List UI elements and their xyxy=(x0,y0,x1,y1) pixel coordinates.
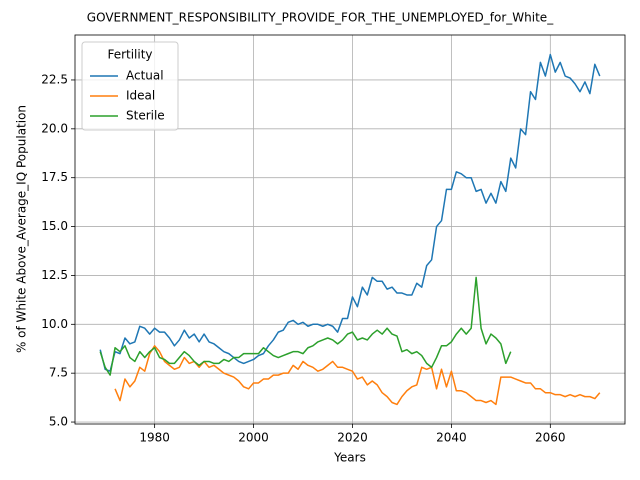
legend-label: Ideal xyxy=(126,89,155,103)
plot-frame xyxy=(74,34,626,425)
x-tick-label: 2040 xyxy=(436,431,467,445)
legend-title: Fertility xyxy=(107,48,152,62)
y-tick-label: 10.0 xyxy=(41,317,68,331)
y-tick-label: 22.5 xyxy=(41,72,68,86)
x-tick-label: 2060 xyxy=(535,431,566,445)
y-tick-label: 5.0 xyxy=(49,415,68,429)
legend-label: Actual xyxy=(126,69,164,83)
x-axis-label: Years xyxy=(333,451,366,465)
x-tick-label: 2020 xyxy=(337,431,368,445)
y-tick-label: 12.5 xyxy=(41,268,68,282)
y-tick-label: 7.5 xyxy=(49,366,68,380)
x-tick-label: 1980 xyxy=(139,431,170,445)
legend-box xyxy=(81,41,179,131)
y-axis-label: % of White Above_Average_IQ Population xyxy=(15,105,29,353)
y-tick-label: 17.5 xyxy=(41,170,68,184)
y-tick-label: 20.0 xyxy=(41,121,68,135)
y-tick-label: 15.0 xyxy=(41,219,68,233)
data-line xyxy=(99,53,601,372)
legend-label: Sterile xyxy=(126,109,165,123)
x-tick-label: 2000 xyxy=(238,431,269,445)
data-line xyxy=(99,276,512,376)
chart-title: GOVERNMENT_RESPONSIBILITY_PROVIDE_FOR_TH… xyxy=(87,11,554,25)
